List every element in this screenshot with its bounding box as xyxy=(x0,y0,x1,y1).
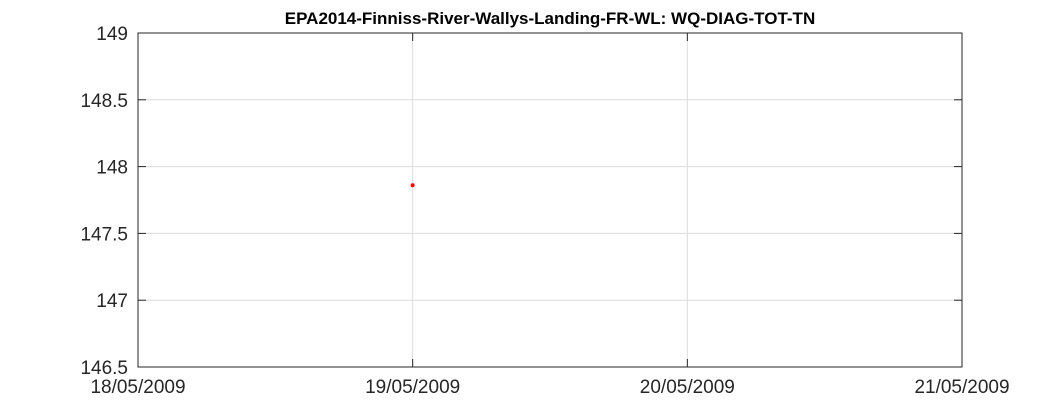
axis-ticks: 18/05/2009 19/05/2009 20/05/2009 21/05/2009… xyxy=(80,24,1009,398)
y-tick-label: 147 xyxy=(96,291,128,312)
x-tick-label: 18/05/2009 xyxy=(90,377,185,398)
plot-frame xyxy=(137,32,963,368)
x-tick-label: 19/05/2009 xyxy=(365,377,460,398)
x-tick-label: 20/05/2009 xyxy=(640,377,735,398)
y-tick-label: 146.5 xyxy=(80,358,128,379)
x-tick-label: 21/05/2009 xyxy=(914,377,1009,398)
grid-lines xyxy=(137,32,963,368)
y-tick-label: 149 xyxy=(96,24,128,45)
y-tick-label: 148.5 xyxy=(80,91,128,112)
y-tick-label: 148 xyxy=(96,158,128,179)
y-tick-label: 147.5 xyxy=(80,224,128,245)
data-points xyxy=(410,183,415,188)
chart-title: EPA2014-Finniss-River-Wallys-Landing-FR-… xyxy=(285,9,815,28)
data-point xyxy=(410,183,415,188)
